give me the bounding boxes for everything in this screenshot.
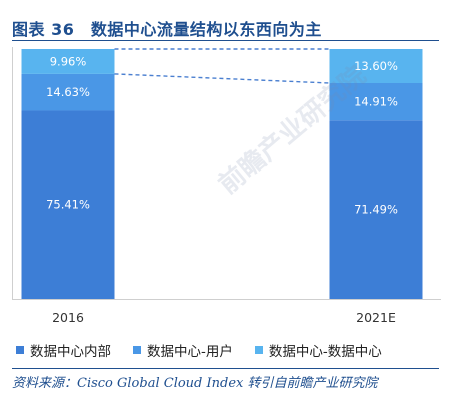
legend-label-user: 数据中心-用户 <box>147 344 233 360</box>
legend-item-user: 数据中心-用户 <box>133 340 233 360</box>
bar-segment-dc-to-dc-2016 <box>21 49 115 74</box>
bar-segment-internal-2016 <box>21 110 115 299</box>
x-tick-label-2016: 2016 <box>52 310 84 325</box>
legend-item-internal: 数据中心内部 <box>16 340 111 360</box>
connector-line-internal <box>114 73 330 84</box>
title-divider <box>12 40 439 41</box>
bar-segment-user-2021e <box>329 83 423 121</box>
legend-label-dc-to-dc: 数据中心-数据中心 <box>268 344 382 360</box>
bar-segment-dc-to-dc-2021e <box>329 49 423 83</box>
data-label-internal-2016: 75.41% <box>46 198 90 212</box>
plot-frame <box>12 47 441 300</box>
chart-legend: 数据中心内部 数据中心-用户 数据中心-数据中心 <box>16 340 441 360</box>
bar-segment-user-2016 <box>21 73 115 111</box>
data-label-internal-2021e: 71.49% <box>354 203 398 217</box>
legend-swatch-dc-to-dc <box>254 346 263 354</box>
legend-label-internal: 数据中心内部 <box>30 344 111 360</box>
legend-swatch-internal <box>16 346 24 354</box>
source-divider <box>12 368 439 369</box>
x-tick-label-2021e: 2021E <box>356 310 396 325</box>
bar-segment-internal-2021e <box>329 120 423 300</box>
legend-swatch-user <box>133 346 141 354</box>
figure-title: 图表 36 数据中心流量结构以东西向为主 <box>12 20 322 39</box>
stacked-bar-chart: 75.41% 14.63% 9.96% 2016 71.49% 14.91% 13.60% 2… <box>21 48 423 325</box>
legend-item-dc-to-dc: 数据中心-数据中心 <box>254 340 382 360</box>
data-label-user-2016: 14.63% <box>46 85 90 99</box>
data-label-user-2021e: 14.91% <box>354 95 398 109</box>
data-label-dc-to-dc-2016: 9.96% <box>50 54 87 68</box>
data-label-dc-to-dc-2021e: 13.60% <box>354 59 398 73</box>
figure-source: 资料来源：Cisco Global Cloud Index 转引自前瞻产业研究院 <box>12 376 378 391</box>
